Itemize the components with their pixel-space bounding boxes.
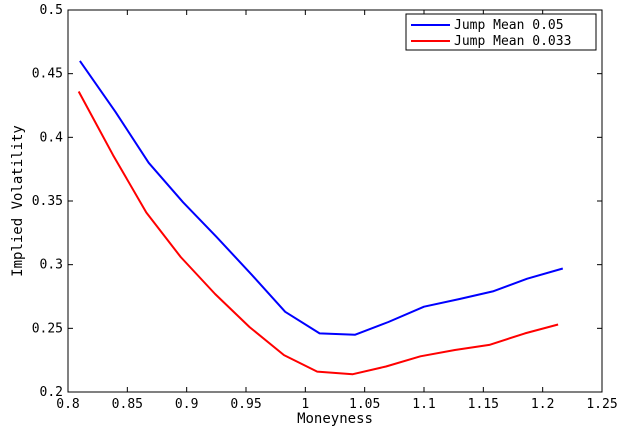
x-tick-label: 1.15 (468, 397, 499, 412)
series-line-1 (79, 60, 564, 336)
y-tick-label: 0.2 (40, 385, 63, 400)
legend-box (405, 13, 597, 51)
x-tick-label: 1.2 (531, 397, 554, 412)
y-tick-label: 0.4 (40, 130, 64, 145)
legend-label-2: Jump Mean 0.033 (454, 34, 571, 49)
x-tick-label: 0.9 (175, 397, 198, 412)
series-layer (77, 60, 564, 376)
y-tick-label: 0.3 (40, 258, 63, 273)
series-line-2 (77, 91, 559, 376)
x-axis-title: Moneyness (297, 411, 373, 427)
y-tick-label: 0.25 (32, 321, 63, 336)
y-tick-label: 0.35 (32, 194, 63, 209)
x-tick-label: 1.05 (349, 397, 380, 412)
y-tick-label: 0.5 (40, 3, 63, 18)
x-tick-label: 1 (301, 397, 309, 412)
x-tick-label: 0.8 (56, 397, 79, 412)
axis-ticks: 0.8 0.85 0.9 0.95 1 1.05 1.1 1.15 1.2 1.25 0.2 0.25… (32, 3, 618, 412)
x-tick-label: 0.95 (230, 397, 261, 412)
x-tick-label: 1.25 (586, 397, 617, 412)
legend-label-1: Jump Mean 0.05 (454, 18, 564, 33)
y-axis-title: Implied Volatility (10, 125, 26, 277)
x-tick-label: 0.85 (112, 397, 143, 412)
x-tick-label: 1.1 (412, 397, 435, 412)
y-tick-label: 0.45 (32, 67, 63, 82)
